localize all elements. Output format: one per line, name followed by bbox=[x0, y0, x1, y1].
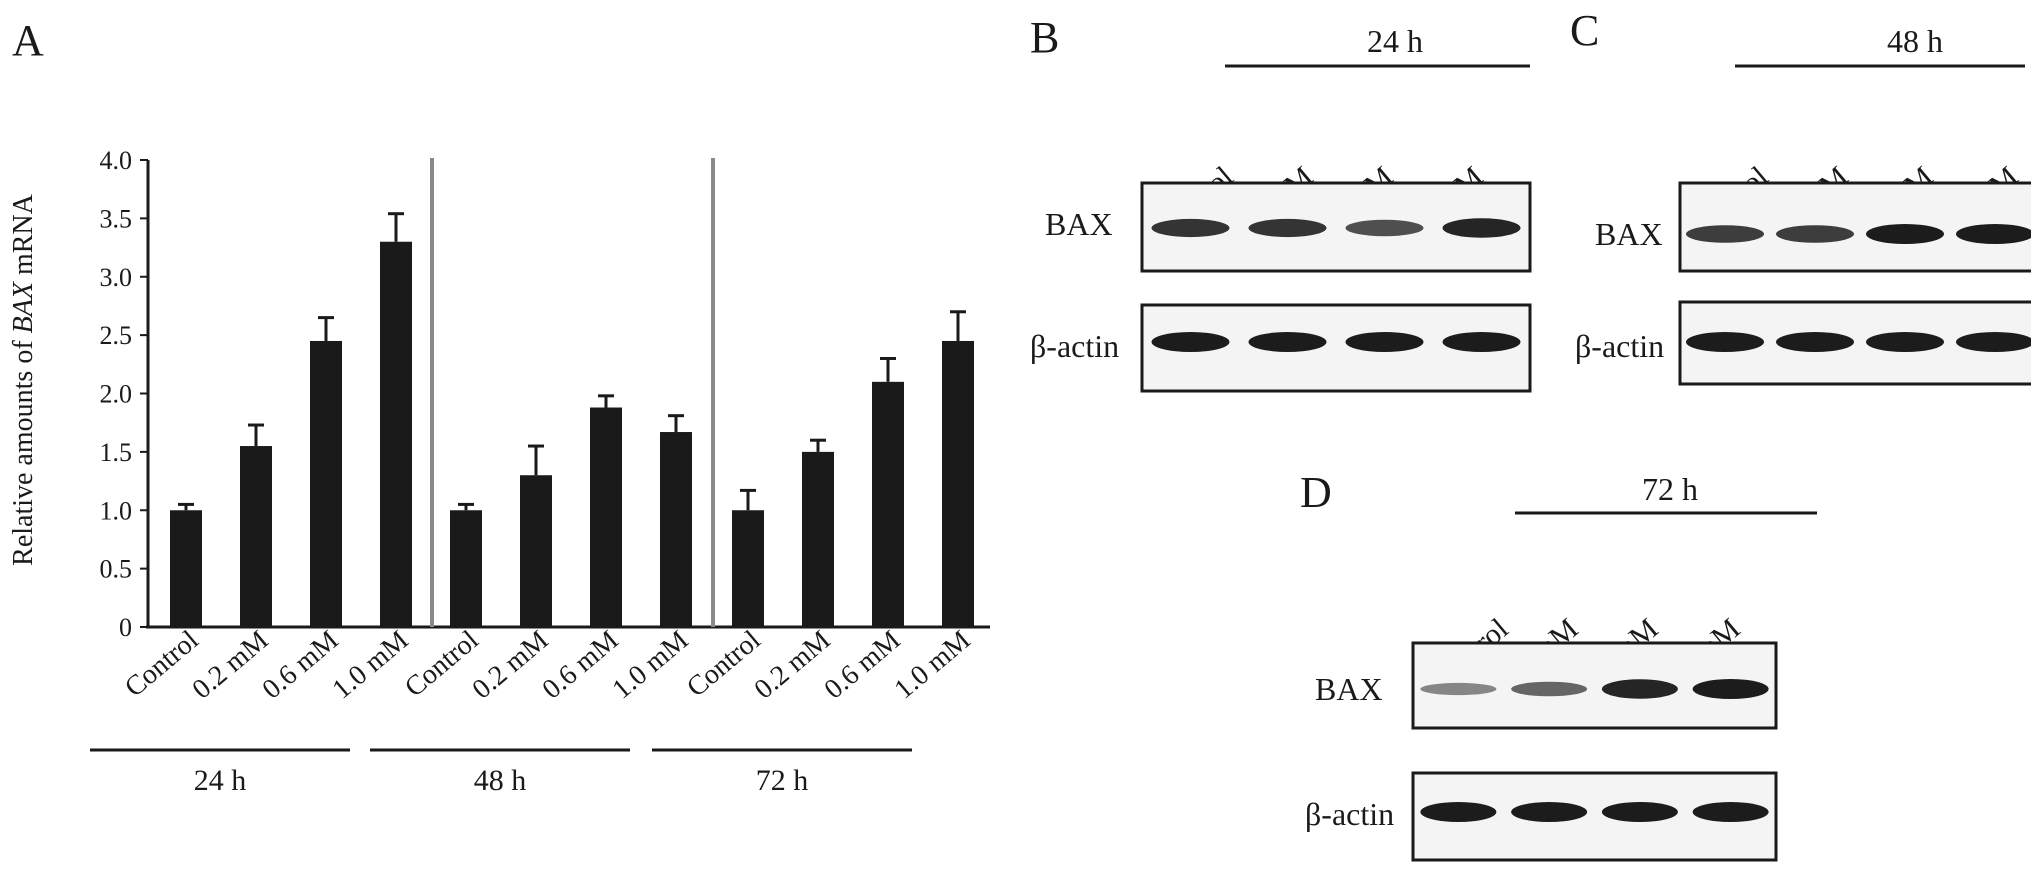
panel-c-letter: C bbox=[1570, 6, 1599, 55]
bar bbox=[732, 510, 764, 627]
band bbox=[1956, 224, 2031, 244]
x-tick-label: Control bbox=[681, 624, 767, 703]
band bbox=[1601, 802, 1678, 822]
band bbox=[1956, 332, 2031, 352]
bar bbox=[802, 451, 834, 627]
time-label: 72 h bbox=[1642, 471, 1698, 507]
band bbox=[1442, 332, 1521, 352]
y-tick-label: 1.0 bbox=[100, 496, 133, 525]
x-tick-label: 0.2 mM bbox=[467, 625, 555, 706]
bar bbox=[170, 510, 202, 627]
y-axis-label-prefix: Relative amounts of bbox=[8, 333, 39, 566]
band bbox=[1511, 802, 1588, 822]
bax-row-label: BAX bbox=[1045, 206, 1113, 242]
y-tick-label: 2.5 bbox=[100, 321, 133, 350]
band bbox=[1866, 224, 1944, 244]
x-tick-label: 0.6 mM bbox=[537, 625, 625, 706]
actin-row-label: β-actin bbox=[1030, 328, 1119, 364]
band bbox=[1420, 802, 1497, 822]
panel-d-letter: D bbox=[1300, 468, 1332, 517]
bar bbox=[240, 446, 272, 627]
y-tick-label: 1.5 bbox=[100, 438, 133, 467]
x-tick-label: 1.0 mM bbox=[889, 625, 977, 706]
time-label: 24 h bbox=[1367, 23, 1423, 59]
band bbox=[1511, 681, 1588, 697]
bar bbox=[872, 381, 904, 627]
bar bbox=[380, 241, 412, 627]
bar bbox=[450, 510, 482, 627]
x-tick-label: 0.6 mM bbox=[257, 625, 345, 706]
x-tick-label: 1.0 mM bbox=[607, 625, 695, 706]
y-tick-label: 0 bbox=[119, 613, 132, 642]
band bbox=[1686, 225, 1764, 243]
bar bbox=[310, 340, 342, 627]
y-tick-label: 4.0 bbox=[100, 146, 133, 175]
band bbox=[1345, 219, 1424, 237]
x-tick-label: 0.2 mM bbox=[749, 625, 837, 706]
y-tick-label: 2.0 bbox=[100, 380, 133, 409]
band bbox=[1248, 332, 1327, 352]
band bbox=[1248, 218, 1327, 238]
bax-row-label: BAX bbox=[1315, 671, 1383, 707]
band bbox=[1420, 682, 1497, 696]
y-axis: 0 0.5 1.0 1.5 2.0 2.5 3.0 3.5 4.0 bbox=[100, 146, 150, 642]
y-tick-label: 0.5 bbox=[100, 555, 133, 584]
band bbox=[1776, 225, 1854, 243]
bax-row-label: BAX bbox=[1595, 216, 1663, 252]
panel-a: A Relative amounts of BAX mRNA 0 0.5 1.0 1.… bbox=[8, 16, 990, 797]
x-tick-label: Control bbox=[399, 624, 485, 703]
band bbox=[1692, 679, 1769, 699]
time-label: 48 h bbox=[1887, 23, 1943, 59]
group-label: 48 h bbox=[474, 764, 527, 797]
x-tick-label: 0.6 mM bbox=[819, 625, 907, 706]
y-axis-label: Relative amounts of BAX mRNA bbox=[8, 193, 39, 566]
band bbox=[1151, 218, 1230, 238]
bar bbox=[942, 340, 974, 627]
group-label: 24 h bbox=[194, 764, 247, 797]
panel-b-letter: B bbox=[1030, 13, 1059, 62]
actin-row-label: β-actin bbox=[1305, 796, 1394, 832]
band bbox=[1601, 679, 1678, 699]
band bbox=[1686, 332, 1764, 352]
bar bbox=[660, 432, 692, 627]
y-axis-label-gene: BAX bbox=[8, 281, 39, 333]
band bbox=[1442, 218, 1521, 238]
panel-a-letter: A bbox=[12, 16, 44, 65]
y-axis-label-suffix: mRNA bbox=[8, 193, 39, 282]
bar bbox=[590, 407, 622, 627]
band bbox=[1692, 802, 1769, 822]
group-label: 72 h bbox=[756, 764, 809, 797]
band bbox=[1866, 332, 1944, 352]
y-tick-label: 3.0 bbox=[100, 263, 133, 292]
band bbox=[1151, 332, 1230, 352]
band bbox=[1345, 332, 1424, 352]
actin-row-label: β-actin bbox=[1575, 328, 1664, 364]
x-tick-label: 0.2 mM bbox=[187, 625, 275, 706]
band bbox=[1776, 332, 1854, 352]
y-tick-label: 3.5 bbox=[100, 204, 133, 233]
bar bbox=[520, 475, 552, 627]
x-tick-label: 1.0 mM bbox=[327, 625, 415, 706]
